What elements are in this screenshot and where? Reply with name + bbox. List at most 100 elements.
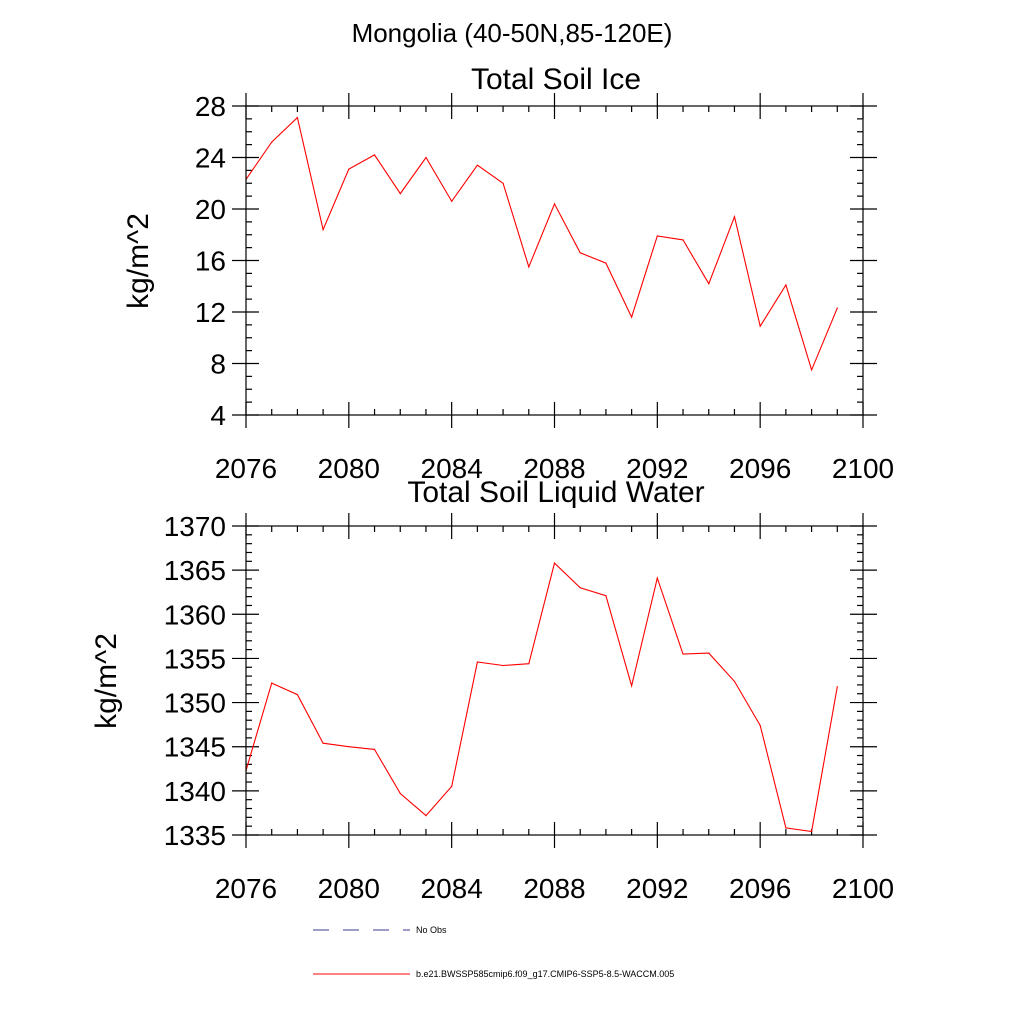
data-point	[502, 182, 504, 184]
data-point	[785, 284, 787, 286]
legend-entry-no-obs: No Obs	[313, 925, 447, 935]
y-tick-label: 1365	[164, 555, 226, 586]
x-tick-label: 2100	[832, 873, 894, 904]
x-tick-label: 2080	[318, 873, 380, 904]
panel-total-soil-ice: Total Soil Ice kg/m^2 2076 2080 2084 2088 20…	[122, 63, 894, 484]
y-tick-label: 28	[195, 91, 226, 122]
data-point	[579, 252, 581, 254]
data-point	[322, 229, 324, 231]
y-tick-label: 1345	[164, 732, 226, 763]
data-point	[605, 595, 607, 597]
legend: No Obs b.e21.BWSSP585cmip6.f09_g17.CMIP6…	[313, 925, 674, 979]
x-tick-label: 2076	[215, 873, 277, 904]
y-tick-label: 8	[210, 349, 226, 380]
x-tick-label: 2088	[523, 873, 585, 904]
y-tick-label: 16	[195, 246, 226, 277]
data-point	[759, 724, 761, 727]
y-tick-labels: 4 8 12 16 20 24 28	[195, 91, 226, 431]
data-point	[399, 193, 401, 195]
x-tick-label: 2096	[729, 453, 791, 484]
y-tick-label: 1355	[164, 643, 226, 674]
y-axis-label: kg/m^2	[90, 633, 123, 729]
data-point	[631, 316, 633, 318]
data-point	[682, 653, 684, 655]
data-point	[785, 827, 787, 829]
legend-entry-model-run: b.e21.BWSSP585cmip6.f09_g17.CMIP6-SSP5-8…	[313, 969, 674, 979]
data-point	[708, 283, 710, 285]
y-tick-label: 1340	[164, 776, 226, 807]
data-point	[733, 216, 736, 218]
y-tick-labels: 1335 1340 1345 1350 1355 1360 1365 1370	[164, 511, 226, 851]
data-point	[476, 164, 478, 166]
x-tick-label: 2080	[318, 453, 380, 484]
y-tick-label: 1360	[164, 599, 226, 630]
data-point	[656, 577, 658, 579]
data-point	[502, 664, 504, 667]
data-point	[425, 156, 427, 159]
y-tick-label: 1350	[164, 688, 226, 719]
data-point	[271, 682, 273, 684]
data-point	[811, 369, 813, 371]
data-point	[759, 325, 761, 327]
minor-ticks	[246, 526, 863, 835]
data-point	[528, 266, 530, 268]
data-point	[476, 661, 478, 663]
panel-title: Total Soil Liquid Water	[407, 476, 704, 509]
x-tick-labels: 2076 2080 2084 2088 2092 2096 2100	[215, 453, 894, 484]
data-point	[348, 746, 350, 748]
plot-frame	[245, 105, 864, 416]
y-tick-label: 24	[195, 143, 226, 174]
panel-title: Total Soil Ice	[471, 63, 641, 96]
y-tick-label: 1370	[164, 511, 226, 542]
x-tick-label: 2088	[523, 453, 585, 484]
y-tick-label: 4	[210, 400, 226, 431]
data-point	[322, 742, 324, 744]
x-tick-label: 2084	[421, 453, 483, 484]
x-tick-label: 2076	[215, 453, 277, 484]
x-tick-labels: 2076 2080 2084 2088 2092 2096 2100	[215, 873, 894, 904]
y-tick-label: 1335	[164, 820, 226, 851]
data-point	[836, 686, 838, 688]
figure-suptitle: Mongolia (40-50N,85-120E)	[352, 18, 673, 48]
plot-frame	[245, 525, 864, 836]
y-axis-label: kg/m^2	[122, 213, 155, 309]
x-tick-label: 2092	[626, 873, 688, 904]
data-point	[708, 652, 710, 654]
data-point	[553, 203, 556, 205]
data-point	[271, 141, 273, 143]
data-point	[348, 168, 350, 170]
data-point	[425, 815, 427, 817]
x-tick-label: 2092	[626, 453, 688, 484]
data-point	[373, 748, 376, 751]
data-point	[451, 200, 453, 202]
legend-label: b.e21.BWSSP585cmip6.f09_g17.CMIP6-SSP5-8…	[416, 969, 674, 979]
data-point	[579, 587, 581, 589]
data-point	[631, 685, 633, 687]
legend-label: No Obs	[416, 925, 447, 935]
data-point	[811, 830, 813, 833]
data-point	[399, 792, 401, 795]
data-point	[528, 663, 530, 665]
x-tick-label: 2100	[832, 453, 894, 484]
series-layer	[245, 562, 838, 833]
y-tick-label: 20	[195, 194, 226, 225]
data-point	[296, 694, 298, 696]
series-line	[245, 562, 838, 833]
data-point	[553, 562, 556, 564]
data-point	[656, 235, 658, 237]
data-point	[836, 307, 838, 309]
data-point	[682, 239, 684, 241]
data-point	[733, 680, 736, 683]
data-point	[296, 117, 298, 119]
x-tick-label: 2096	[729, 873, 791, 904]
y-tick-label: 12	[195, 297, 226, 328]
x-tick-label: 2084	[421, 873, 483, 904]
data-point	[451, 785, 453, 788]
minor-ticks	[246, 106, 863, 415]
data-point	[373, 154, 376, 156]
series-line	[245, 116, 838, 372]
data-point	[605, 262, 607, 264]
panel-total-soil-liquid-water: Total Soil Liquid Water kg/m^2 2076 2080 2…	[90, 476, 894, 904]
